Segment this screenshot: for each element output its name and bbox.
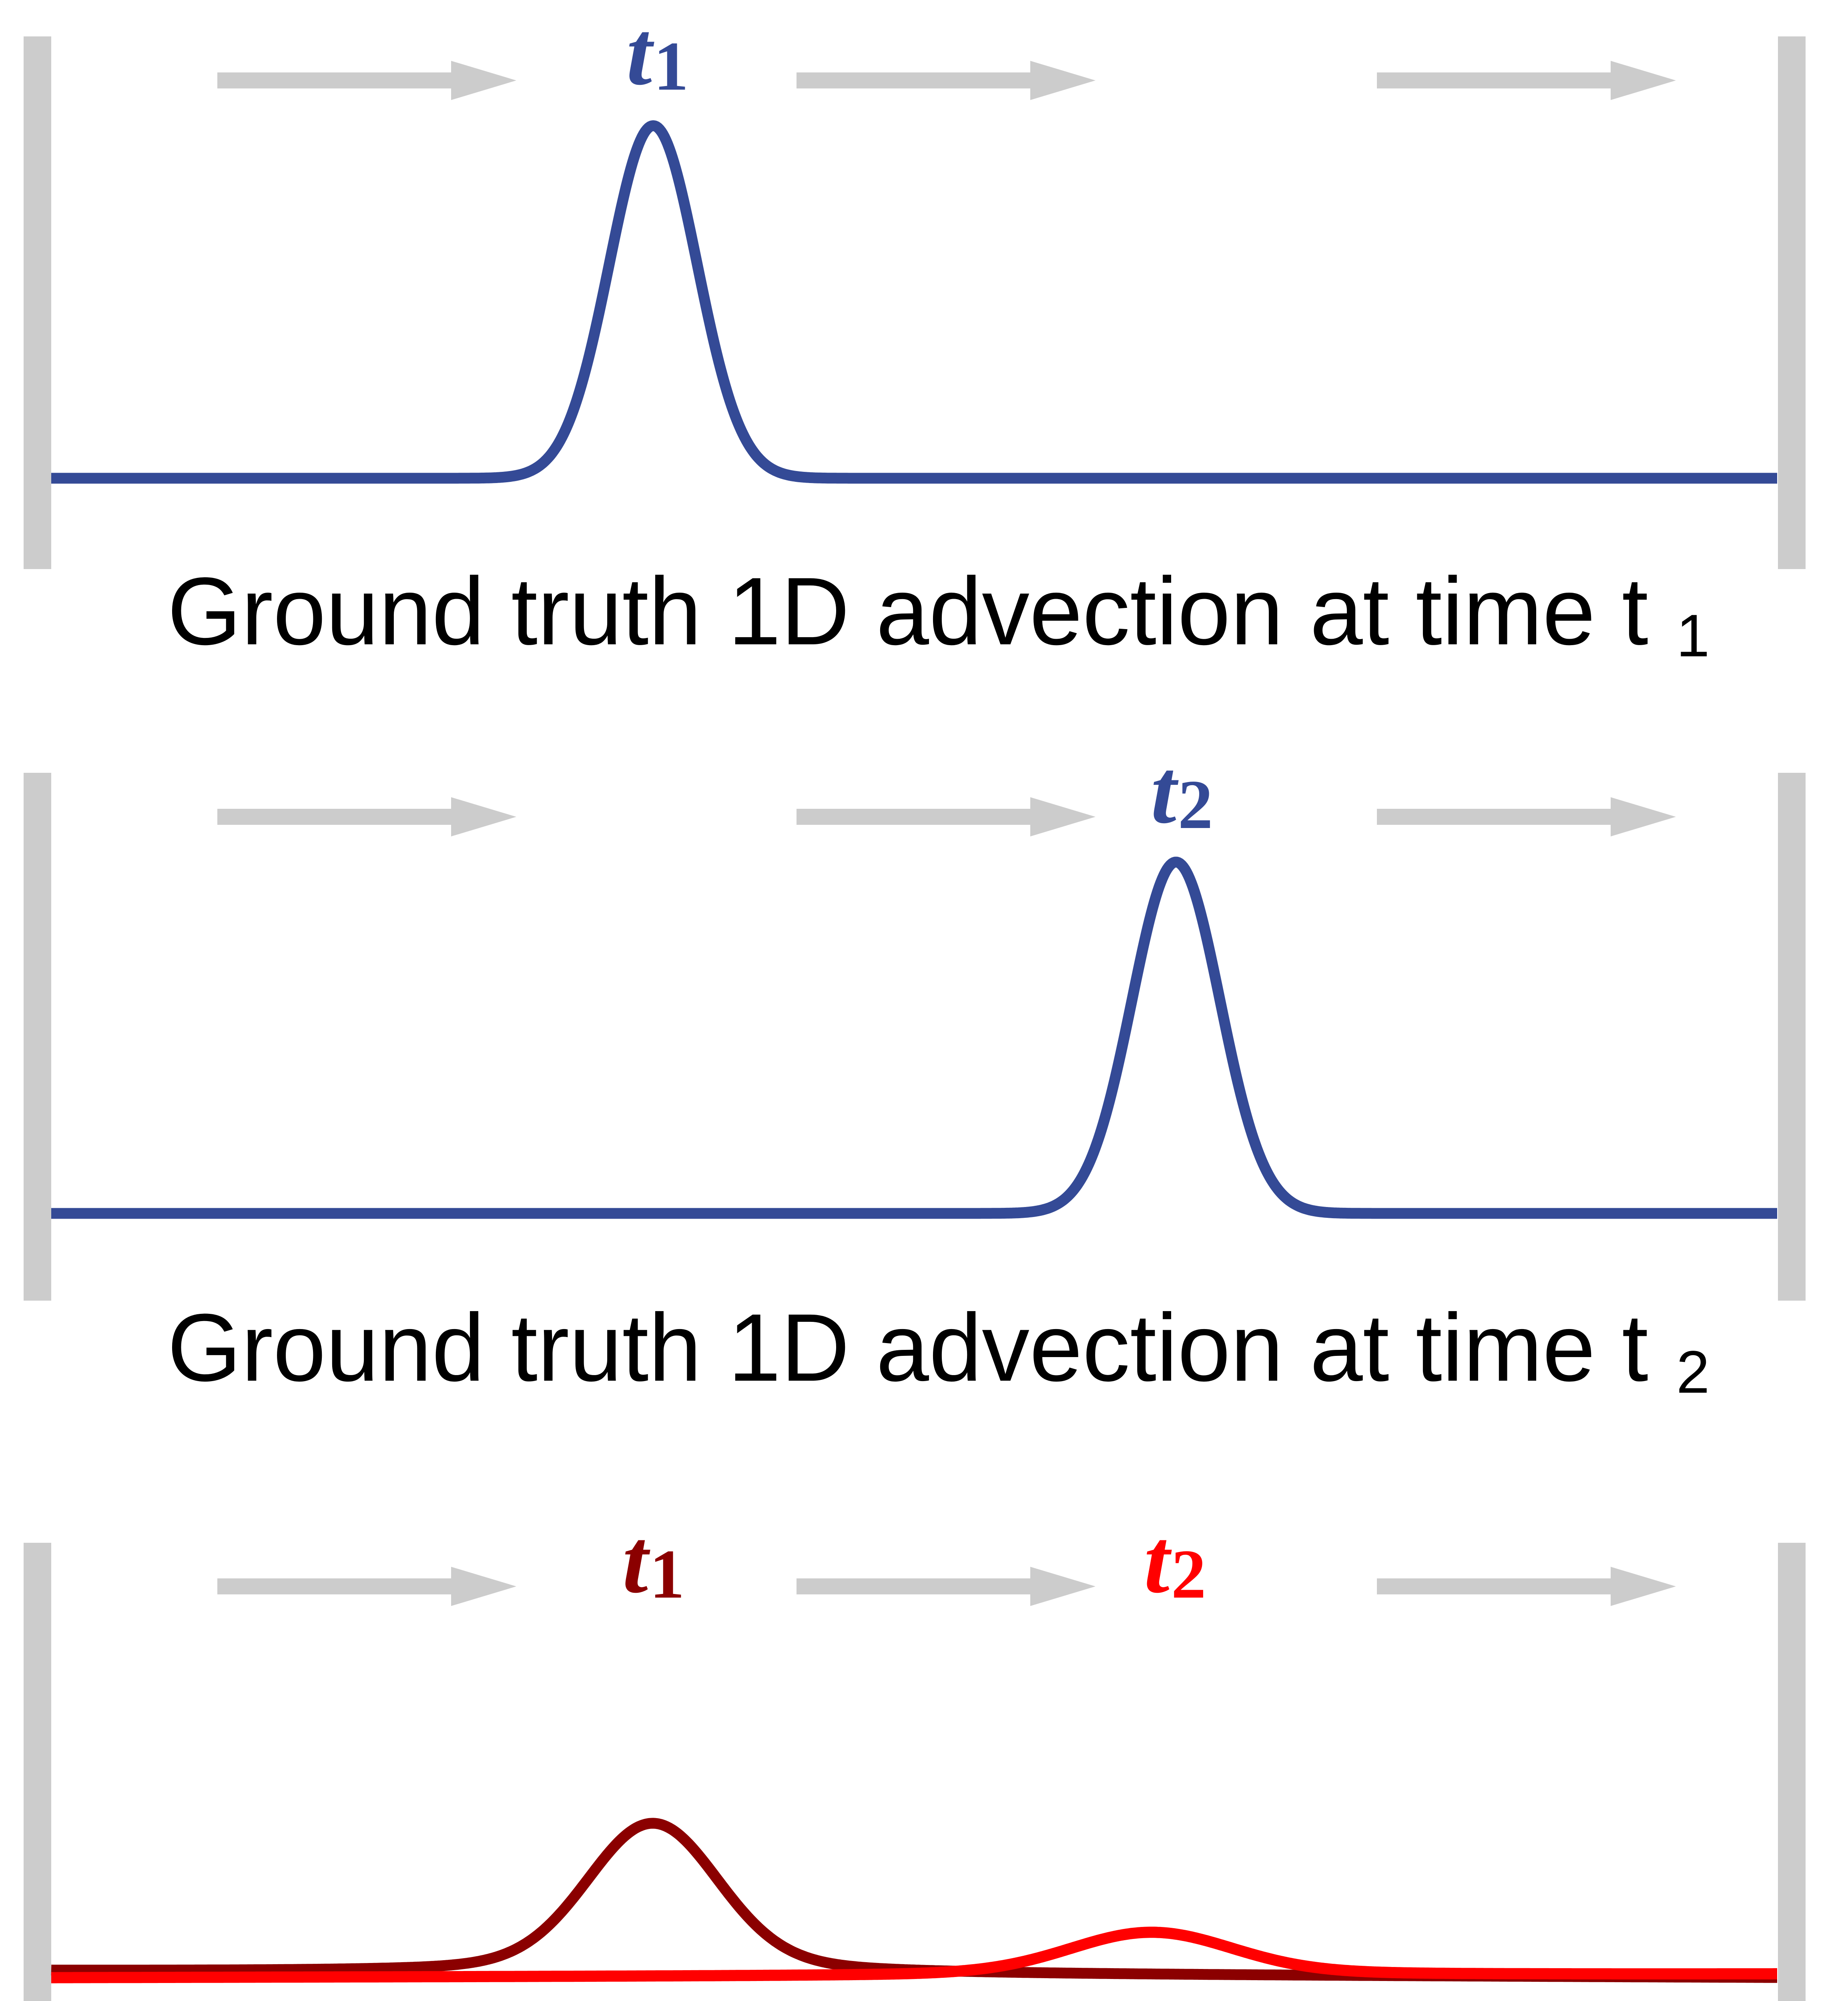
arrow-right-icon [217, 1567, 516, 1606]
ground-truth-t2-curve [47, 856, 1781, 1219]
time-label-t2: t2 [1151, 740, 1213, 843]
caption-subscript-2: 2 [1676, 1338, 1710, 1406]
arrow-right-icon [1377, 1567, 1676, 1606]
right-boundary-wall [1778, 36, 1806, 569]
arrow-right-icon [797, 1567, 1096, 1606]
right-boundary-wall [1778, 773, 1806, 1301]
time-labels: t1t2t1t2t1t2 [622, 2, 1213, 1613]
caption-panel-2: Ground truth 1D advection at time t [167, 1294, 1648, 1401]
arrow-right-icon [797, 797, 1096, 836]
time-label-t1: t1 [622, 1510, 684, 1613]
caption-subscript-1: 1 [1676, 602, 1710, 669]
left-boundary-wall [24, 36, 51, 569]
left-boundary-wall [24, 773, 51, 1301]
standard-PINN-t2-curve [47, 1927, 1781, 1983]
arrow-right-icon [217, 61, 516, 100]
caption-panel-1: Ground truth 1D advection at time t [167, 557, 1648, 665]
arrow-right-icon [217, 797, 516, 836]
time-label-t2: t2 [1144, 1510, 1206, 1613]
left-boundary-wall [24, 1543, 51, 2001]
arrow-right-icon [1377, 797, 1676, 836]
right-boundary-wall [1778, 1543, 1806, 2001]
advection-direction-arrows [217, 61, 1676, 1606]
solution-curves [47, 120, 1781, 1983]
arrow-right-icon [1377, 61, 1676, 100]
time-label-t1: t1 [626, 2, 688, 105]
domain-boundaries [24, 36, 1806, 2001]
panel-captions: Ground truth 1D advection at time t 1 Grou… [167, 557, 1710, 1406]
ground-truth-t1-curve [47, 120, 1781, 484]
arrow-right-icon [797, 61, 1096, 100]
